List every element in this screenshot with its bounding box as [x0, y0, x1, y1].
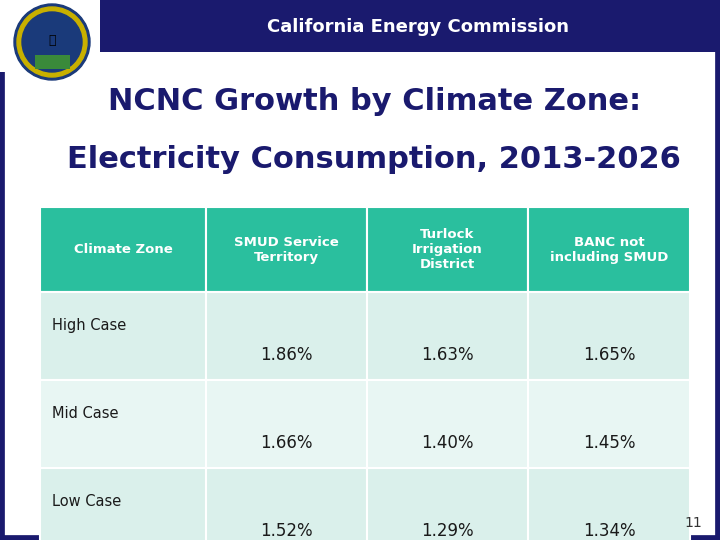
Text: 1.29%: 1.29% — [421, 522, 474, 540]
Text: BANC not
including SMUD: BANC not including SMUD — [550, 235, 668, 264]
Bar — [528, 207, 690, 292]
Bar — [206, 468, 367, 540]
Bar — [0, 0, 105, 72]
Text: SMUD Service
Territory: SMUD Service Territory — [234, 235, 338, 264]
Bar — [206, 380, 367, 468]
Bar — [40, 292, 206, 380]
Circle shape — [17, 7, 87, 77]
Text: NCNC Growth by Climate Zone:: NCNC Growth by Climate Zone: — [108, 87, 641, 117]
Text: Turlock
Irrigation
District: Turlock Irrigation District — [412, 228, 483, 271]
Text: 1.65%: 1.65% — [582, 346, 635, 364]
Circle shape — [14, 4, 90, 80]
Text: 1.34%: 1.34% — [582, 522, 635, 540]
Bar — [367, 207, 528, 292]
Text: 11: 11 — [684, 516, 702, 530]
Text: 1.52%: 1.52% — [260, 522, 312, 540]
Text: Electricity Consumption, 2013-2026: Electricity Consumption, 2013-2026 — [68, 145, 681, 174]
Bar — [100, 0, 720, 52]
Text: 1.66%: 1.66% — [260, 434, 312, 453]
Bar — [367, 380, 528, 468]
Circle shape — [22, 12, 82, 72]
Text: California Energy Commission: California Energy Commission — [266, 18, 569, 36]
Bar — [206, 292, 367, 380]
Text: High Case: High Case — [52, 318, 126, 333]
Text: Mid Case: Mid Case — [52, 406, 119, 421]
Bar — [40, 468, 206, 540]
Text: Climate Zone: Climate Zone — [73, 243, 172, 256]
Bar — [367, 292, 528, 380]
Text: Low Case: Low Case — [52, 494, 121, 509]
Bar — [528, 468, 690, 540]
Text: 1.45%: 1.45% — [582, 434, 635, 453]
Bar — [40, 380, 206, 468]
Text: 1.63%: 1.63% — [421, 346, 474, 364]
Text: 🐻: 🐻 — [48, 33, 55, 46]
Bar — [206, 207, 367, 292]
Bar — [40, 207, 206, 292]
Text: 1.86%: 1.86% — [260, 346, 312, 364]
Bar — [367, 468, 528, 540]
Bar — [35, 55, 70, 69]
Bar — [528, 292, 690, 380]
Bar — [528, 380, 690, 468]
Text: 1.40%: 1.40% — [421, 434, 474, 453]
